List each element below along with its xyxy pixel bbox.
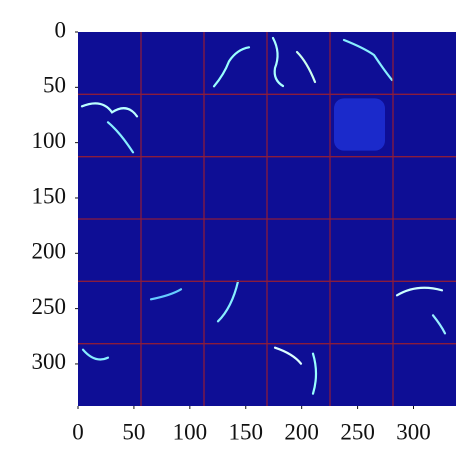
image-area xyxy=(78,32,456,406)
x-tick-label: 200 xyxy=(284,419,319,444)
feature-stroke xyxy=(431,314,447,335)
feature-stroke xyxy=(106,121,135,154)
feature-stroke xyxy=(295,50,317,84)
y-tick-label: 0 xyxy=(55,17,67,42)
feature-stroke xyxy=(216,280,240,323)
x-tick-label: 0 xyxy=(72,419,84,444)
x-tick-label: 250 xyxy=(340,419,375,444)
y-tick-label: 150 xyxy=(32,183,67,208)
y-tick-label: 100 xyxy=(32,128,67,153)
feature-stroke xyxy=(149,288,183,301)
y-tick-label: 250 xyxy=(32,294,67,319)
feature-stroke xyxy=(271,36,285,88)
feature-stroke xyxy=(342,38,394,82)
y-tick-label: 200 xyxy=(32,239,67,264)
x-tick-label: 50 xyxy=(122,419,145,444)
y-tick-label: 50 xyxy=(43,73,66,98)
feature-stroke xyxy=(273,346,303,365)
feature-stroke xyxy=(311,352,318,395)
x-tick-label: 300 xyxy=(396,419,431,444)
feature-stroke xyxy=(80,102,139,118)
x-tick-label: 150 xyxy=(229,419,264,444)
y-tick-label: 300 xyxy=(32,349,67,374)
bright-tile xyxy=(334,98,385,151)
feature-stroke xyxy=(395,286,444,297)
x-tick-label: 100 xyxy=(173,419,208,444)
feature-stroke xyxy=(212,46,251,88)
feature-stroke xyxy=(81,348,110,361)
